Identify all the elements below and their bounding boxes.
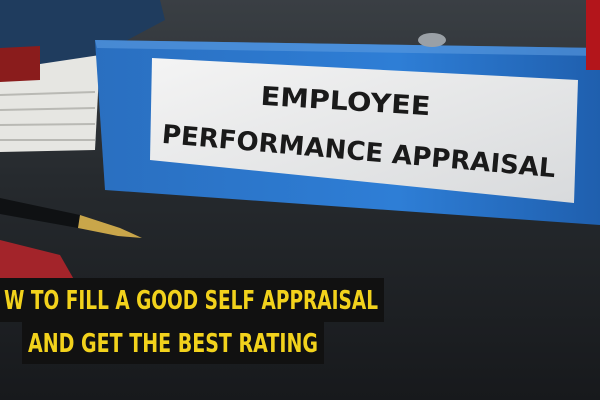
pen-tip xyxy=(78,215,142,238)
binder-highlight xyxy=(95,40,600,56)
red-band xyxy=(0,46,40,82)
corner-logo xyxy=(586,0,600,70)
dark-binder xyxy=(0,0,165,75)
paper-edges xyxy=(0,91,96,141)
caption-box-2 xyxy=(22,322,324,364)
binder-label xyxy=(150,58,578,203)
pen-body xyxy=(0,198,80,228)
caption-box-1 xyxy=(0,278,384,322)
caption-line-1: W TO FILL A GOOD SELF APPRAISAL xyxy=(4,286,378,316)
binder-ring xyxy=(418,33,446,47)
caption-line-2: AND GET THE BEST RATING xyxy=(28,329,318,359)
